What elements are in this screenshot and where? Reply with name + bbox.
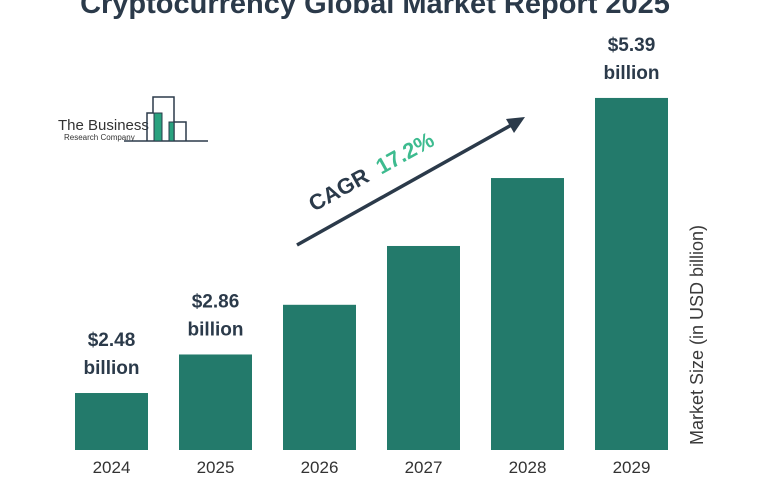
data-label-unit: billion: [188, 319, 244, 340]
bar-2026: [283, 304, 356, 450]
bar-2028: [491, 178, 564, 450]
x-tick-label: 2027: [405, 458, 443, 477]
x-tick-labels: 2024 2025 2026 2027 2028 2029: [93, 458, 651, 477]
data-label-unit: billion: [84, 358, 140, 379]
x-tick-label: 2025: [197, 458, 235, 477]
x-tick-label: 2028: [509, 458, 547, 477]
cagr-annotation: CAGR 17.2%: [296, 117, 525, 247]
arrow-head-icon: [506, 117, 525, 133]
x-tick-label: 2026: [301, 458, 339, 477]
logo-line1: The Business: [58, 117, 149, 134]
bar-2027: [387, 245, 460, 450]
bar-2025: [179, 354, 252, 450]
data-label-amount: $2.86: [192, 291, 240, 312]
logo-line2: Research Company: [64, 133, 135, 142]
bar-2029: [595, 97, 668, 450]
bar-2024: [75, 393, 148, 450]
data-label-unit: billion: [604, 63, 660, 84]
bars: [75, 97, 668, 450]
x-tick-label: 2029: [613, 458, 651, 477]
x-tick-label: 2024: [93, 458, 131, 477]
data-label-amount: $2.48: [88, 330, 136, 351]
chart-title: Cryptocurrency Global Market Report 2025: [80, 0, 670, 20]
cagr-arrow-line: [296, 121, 516, 247]
data-label-amount: $5.39: [608, 35, 656, 56]
y-axis-label: Market Size (in USD billion): [687, 225, 707, 445]
data-labels: $2.48 billion $2.86 billion $5.39 billion: [84, 35, 660, 379]
logo: The Business Research Company: [58, 96, 208, 142]
